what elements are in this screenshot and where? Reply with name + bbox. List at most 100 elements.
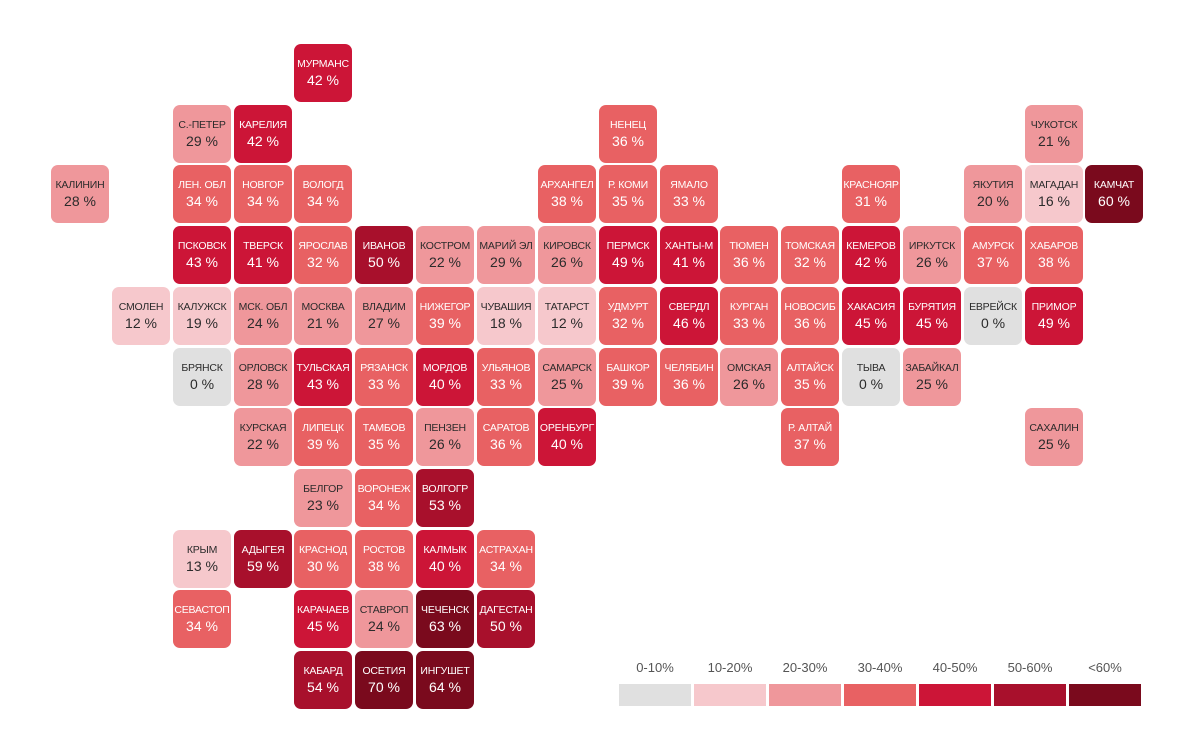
region-name: НОВГОР	[242, 178, 284, 191]
region-value: 59 %	[247, 558, 279, 575]
region-tile: ОРЕНБУРГ 40 %	[538, 408, 596, 466]
region-tile: Р. АЛТАЙ 37 %	[781, 408, 839, 466]
region-tile: ТАТАРСТ 12 %	[538, 287, 596, 345]
region-value: 42 %	[247, 133, 279, 150]
region-value: 36 %	[733, 254, 765, 271]
region-name: С.-ПЕТЕР	[178, 118, 226, 131]
region-tile: КЕМЕРОВ 42 %	[842, 226, 900, 284]
legend-label: 10-20%	[707, 660, 753, 675]
region-value: 40 %	[551, 436, 583, 453]
region-value: 30 %	[307, 558, 339, 575]
region-tile: ПСКОВСК 43 %	[173, 226, 231, 284]
region-name: АСТРАХАН	[479, 543, 533, 556]
region-name: НОВОСИБ	[784, 300, 836, 313]
region-name: БАШКОР	[606, 361, 650, 374]
region-value: 19 %	[186, 315, 218, 332]
region-name: ЧУВАШИЯ	[480, 300, 532, 313]
region-tile: ЧЕЧЕНСК 63 %	[416, 590, 474, 648]
region-tile: КОСТРОМ 22 %	[416, 226, 474, 284]
region-name: ПСКОВСК	[177, 239, 227, 252]
region-value: 38 %	[551, 193, 583, 210]
region-value: 35 %	[368, 436, 400, 453]
region-tile: Р. КОМИ 35 %	[599, 165, 657, 223]
legend-label: <60%	[1088, 660, 1122, 675]
region-tile: ВОЛОГД 34 %	[294, 165, 352, 223]
region-value: 42 %	[855, 254, 887, 271]
region-tile: КРЫМ 13 %	[173, 530, 231, 588]
region-name: САРАТОВ	[482, 421, 530, 434]
region-value: 63 %	[429, 618, 461, 635]
region-tile: АЛТАЙСК 35 %	[781, 348, 839, 406]
region-value: 21 %	[307, 315, 339, 332]
legend-item: <60%	[1069, 660, 1141, 710]
region-name: ХАБАРОВ	[1029, 239, 1079, 252]
region-value: 40 %	[429, 376, 461, 393]
region-tile: ХАКАСИЯ 45 %	[842, 287, 900, 345]
region-value: 25 %	[1038, 436, 1070, 453]
region-name: НЕНЕЦ	[610, 118, 646, 131]
region-name: МОСКВА	[301, 300, 345, 313]
region-value: 39 %	[307, 436, 339, 453]
region-value: 0 %	[980, 315, 1006, 332]
region-name: ТАМБОВ	[362, 421, 406, 434]
region-name: САМАРСК	[542, 361, 592, 374]
region-tile: ЧУКОТСК 21 %	[1025, 105, 1083, 163]
region-tile: ЕВРЕЙСК 0 %	[964, 287, 1022, 345]
region-value: 36 %	[794, 315, 826, 332]
region-name: КАМЧАТ	[1093, 178, 1135, 191]
region-value: 42 %	[307, 72, 339, 89]
region-value: 37 %	[794, 436, 826, 453]
region-value: 29 %	[490, 254, 522, 271]
legend-swatch	[1069, 684, 1141, 706]
region-value: 45 %	[307, 618, 339, 635]
region-tile: КАЛМЫК 40 %	[416, 530, 474, 588]
region-name: ХАКАСИЯ	[846, 300, 896, 313]
region-value: 34 %	[186, 193, 218, 210]
region-tile: ЛИПЕЦК 39 %	[294, 408, 352, 466]
region-value: 12 %	[551, 315, 583, 332]
region-name: ИВАНОВ	[362, 239, 406, 252]
region-name: ТУЛЬСКАЯ	[296, 361, 350, 374]
region-tile: С.-ПЕТЕР 29 %	[173, 105, 231, 163]
region-tile: СТАВРОП 24 %	[355, 590, 413, 648]
region-name: АРХАНГЕЛ	[540, 178, 594, 191]
region-value: 33 %	[368, 376, 400, 393]
region-name: СЕВАСТОП	[174, 603, 230, 616]
region-value: 38 %	[1038, 254, 1070, 271]
region-value: 35 %	[794, 376, 826, 393]
region-name: МАГАДАН	[1029, 178, 1079, 191]
region-value: 41 %	[673, 254, 705, 271]
region-value: 27 %	[368, 315, 400, 332]
region-name: САХАЛИН	[1029, 421, 1079, 434]
region-tile: МУРМАНС 42 %	[294, 44, 352, 102]
region-name: СМОЛЕН	[118, 300, 164, 313]
region-name: БРЯНСК	[181, 361, 223, 374]
region-name: Р. КОМИ	[608, 178, 648, 191]
legend-item: 50-60%	[994, 660, 1066, 710]
region-name: ЯРОСЛАВ	[298, 239, 348, 252]
region-tile: ПЕНЗЕН 26 %	[416, 408, 474, 466]
region-name: МАРИЙ ЭЛ	[479, 239, 533, 252]
region-tile: РОСТОВ 38 %	[355, 530, 413, 588]
region-name: МУРМАНС	[297, 57, 349, 70]
legend-swatch	[919, 684, 991, 706]
region-value: 53 %	[429, 497, 461, 514]
region-value: 41 %	[247, 254, 279, 271]
region-name: ВОЛОГД	[302, 178, 344, 191]
region-value: 25 %	[916, 376, 948, 393]
region-tile: КУРСКАЯ 22 %	[234, 408, 292, 466]
region-name: ЧУКОТСК	[1030, 118, 1078, 131]
region-tile: АДЫГЕЯ 59 %	[234, 530, 292, 588]
region-value: 37 %	[977, 254, 1009, 271]
legend-swatch	[619, 684, 691, 706]
region-value: 24 %	[247, 315, 279, 332]
region-value: 23 %	[307, 497, 339, 514]
region-value: 33 %	[490, 376, 522, 393]
region-name: КРАСНОЯР	[843, 178, 899, 191]
legend-item: 30-40%	[844, 660, 916, 710]
region-tile: МАРИЙ ЭЛ 29 %	[477, 226, 535, 284]
region-value: 40 %	[429, 558, 461, 575]
region-value: 26 %	[916, 254, 948, 271]
region-name: ОРЛОВСК	[238, 361, 288, 374]
region-name: ТВЕРСК	[243, 239, 283, 252]
